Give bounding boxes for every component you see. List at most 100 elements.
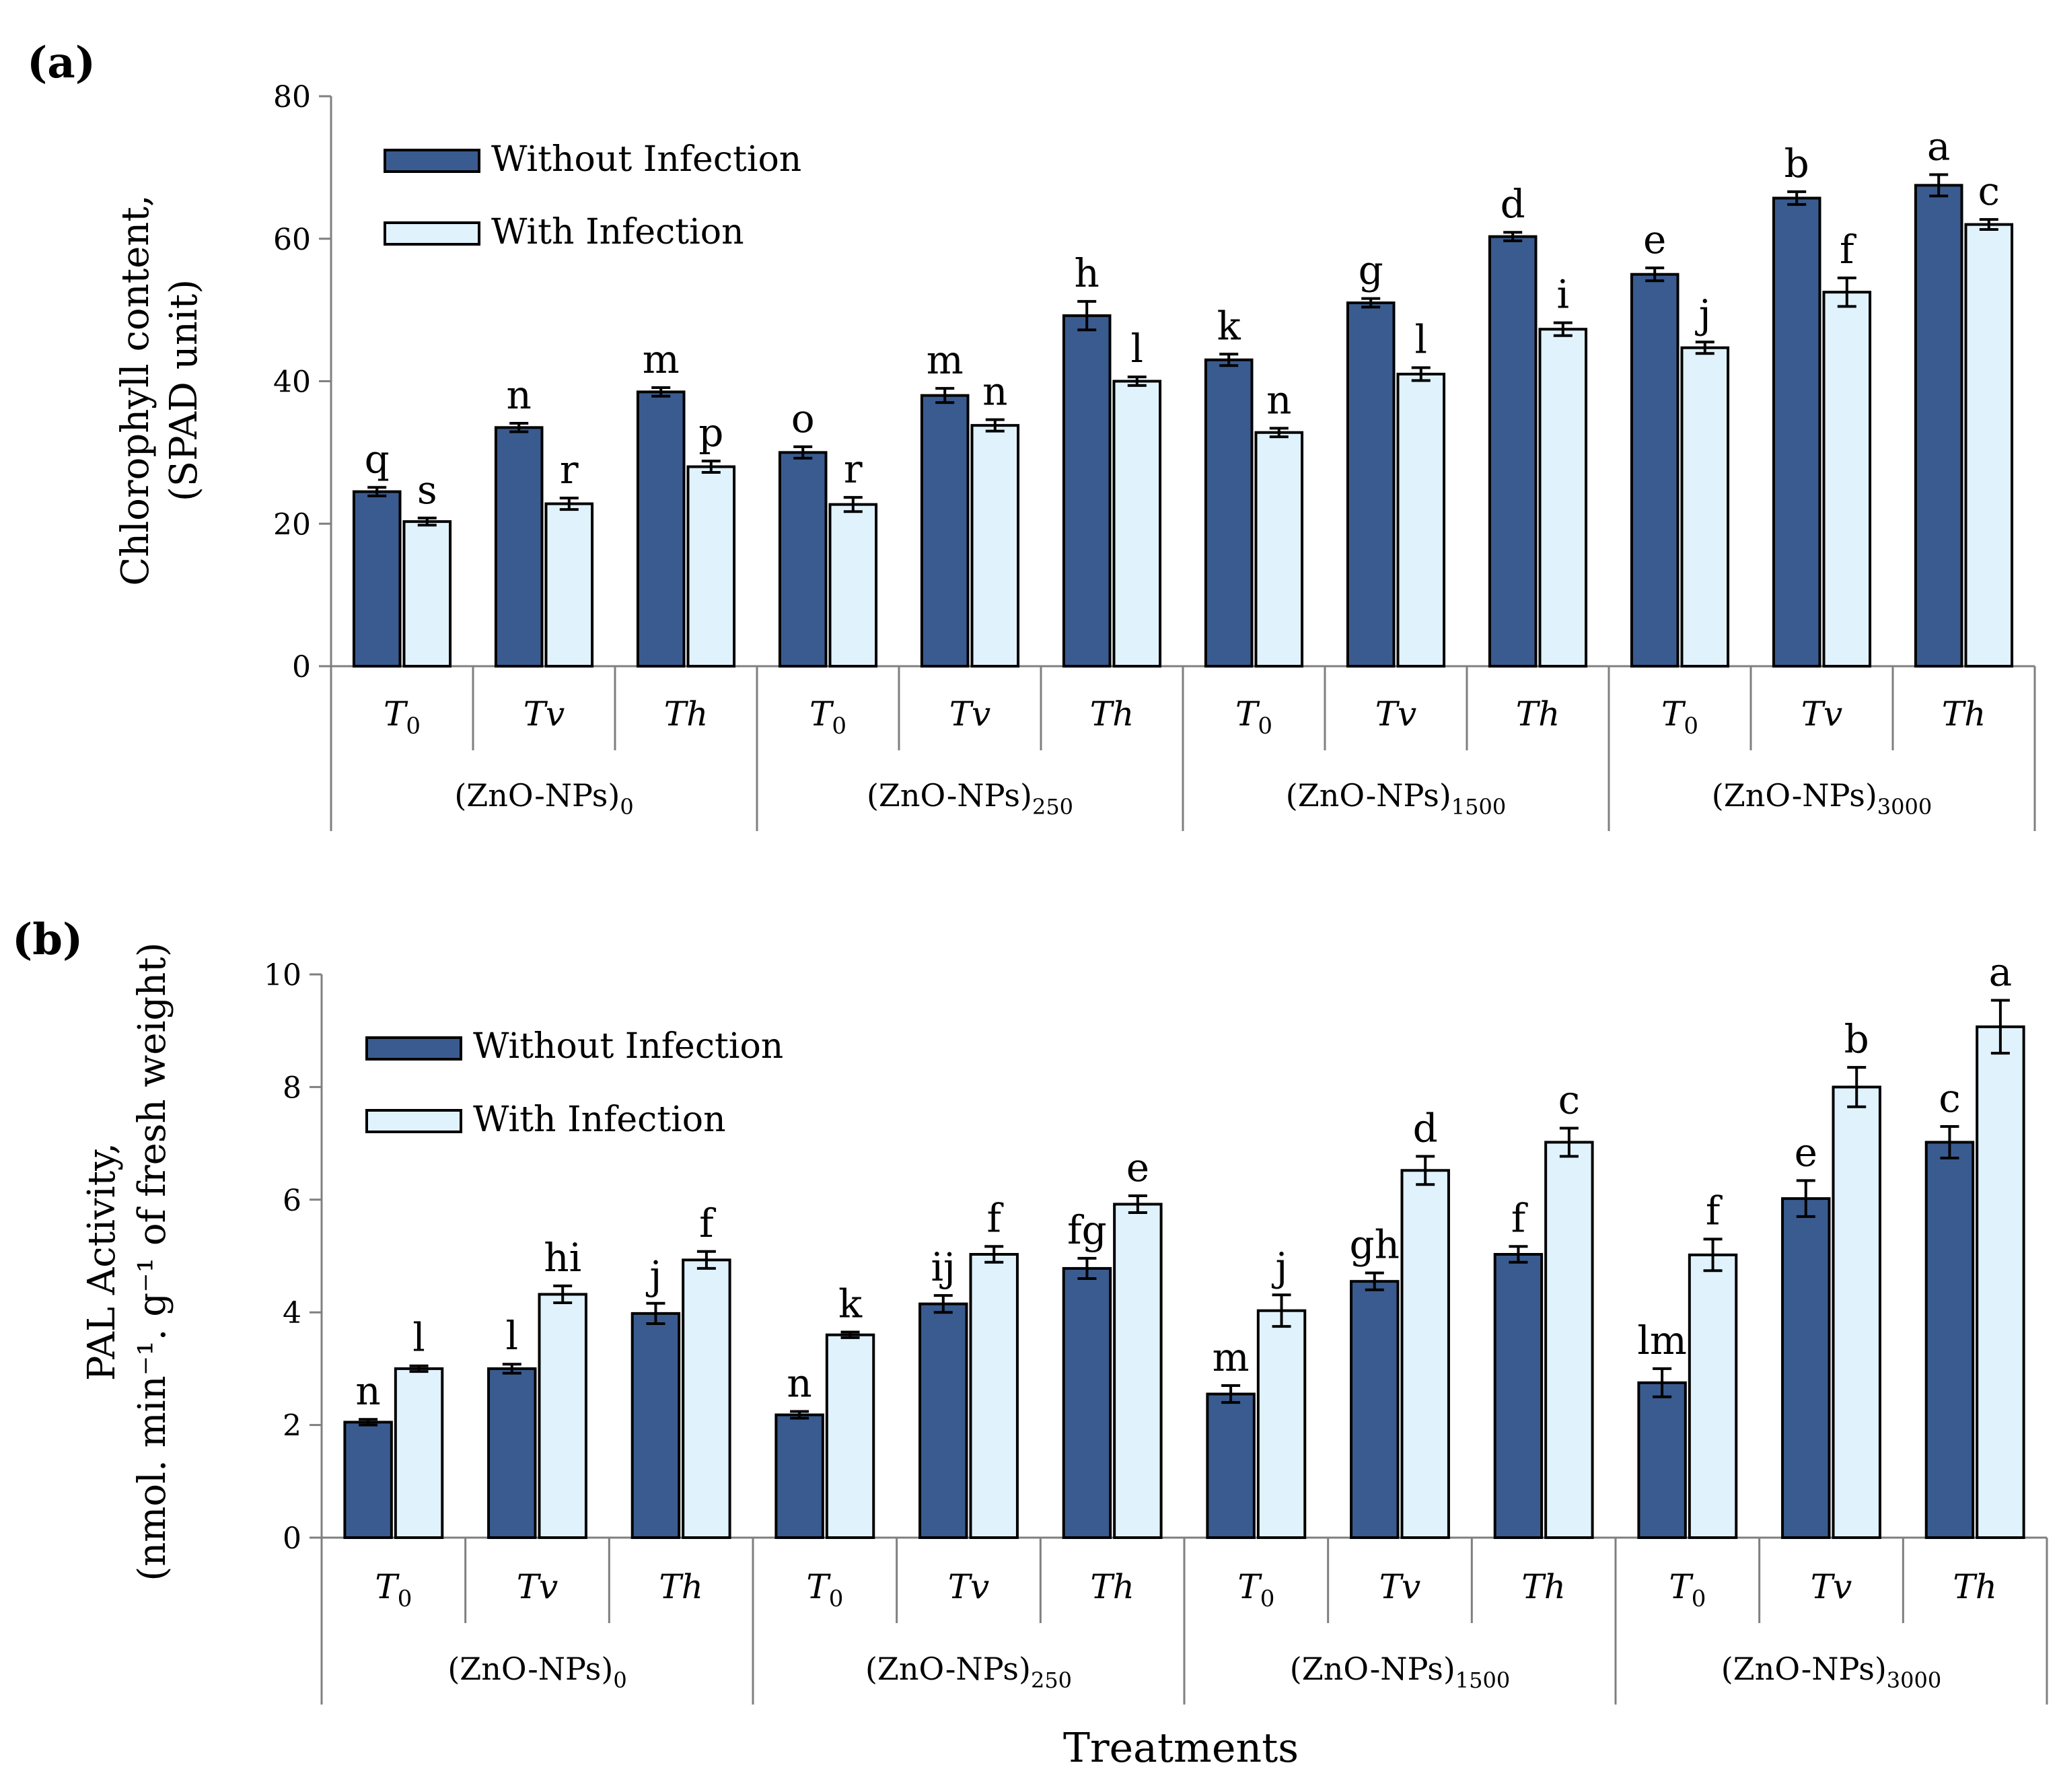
treatment-subscript: 0 xyxy=(406,713,421,740)
treatment-label: T0 xyxy=(1669,1567,1706,1612)
panel-b-ylabel-line1: PAL Activity, xyxy=(80,1143,124,1381)
bar-with-infection xyxy=(970,424,1020,668)
group-subscript: 250 xyxy=(1031,1668,1072,1693)
bar-with-infection xyxy=(1822,291,1872,668)
panel-a-ylabel-line2: (SPAD unit) xyxy=(162,279,206,501)
panel-b-legend: Without Infection With Infection xyxy=(365,1026,783,1140)
significance-letter: hi xyxy=(544,1235,581,1281)
bar-without-infection xyxy=(918,1302,968,1540)
group-subscript: 0 xyxy=(620,794,633,820)
group-subscript: 1500 xyxy=(1455,1668,1510,1693)
group-subscript: 1500 xyxy=(1451,794,1506,820)
bar-without-infection xyxy=(343,1421,393,1540)
y-tick-label: 10 xyxy=(264,958,301,993)
treatment-label: Th xyxy=(1942,694,1986,733)
bar-without-infection xyxy=(1914,184,1963,668)
significance-letter: n xyxy=(1266,377,1291,423)
treatment-label: Th xyxy=(1516,694,1560,733)
significance-letter: j xyxy=(645,1252,661,1298)
bar-with-infection xyxy=(1976,1025,2025,1539)
significance-letter: f xyxy=(1706,1188,1723,1233)
bar-without-infection xyxy=(1488,235,1538,668)
significance-letter: o xyxy=(791,396,815,441)
legend-b-swatch-with xyxy=(365,1109,462,1133)
treatment-label: T0 xyxy=(809,694,846,740)
significance-letter: d xyxy=(1501,181,1525,227)
bar-with-infection xyxy=(1112,380,1162,668)
significance-letter: n xyxy=(787,1361,811,1406)
bar-without-infection xyxy=(487,1367,537,1540)
legend-a-label-with: With Infection xyxy=(491,212,744,252)
bar-with-infection xyxy=(828,503,878,668)
treatment-label: T0 xyxy=(806,1567,843,1612)
bar-with-infection xyxy=(1256,1309,1307,1539)
treatment-subscript: 0 xyxy=(1692,1585,1706,1612)
significance-letter: l xyxy=(1131,326,1144,371)
treatment-label: T0 xyxy=(375,1567,412,1612)
bar-with-infection xyxy=(1400,1169,1450,1539)
treatment-label: T0 xyxy=(384,694,421,740)
treatment-label: Tv xyxy=(1379,1567,1421,1606)
bar-with-infection xyxy=(1688,1253,1738,1540)
y-tick-label: 0 xyxy=(283,1521,301,1556)
significance-letter: j xyxy=(1695,291,1711,336)
treatment-subscript: 0 xyxy=(1684,713,1698,740)
treatment-label: T0 xyxy=(1235,694,1272,740)
panel-b-x-axis: T0 Tv Th T0 Tv Th T0 Tv Th T0 Tv Th (ZnO-NPs)0 (ZnO-N… xyxy=(320,1538,2048,1705)
significance-letter: f xyxy=(986,1195,1003,1241)
group-subscript: 250 xyxy=(1032,794,1073,820)
panel-a-chlorophyll-chart: (a) Chlorophyll content, (SPAD unit) Wit… xyxy=(27,38,2036,831)
group-label: (ZnO-NPs)0 xyxy=(454,777,633,820)
treatment-subscript: 0 xyxy=(832,713,846,740)
group-subscript: 0 xyxy=(613,1668,626,1693)
y-tick-label: 40 xyxy=(273,365,311,400)
group-label: (ZnO-NPs)3000 xyxy=(1712,777,1932,820)
significance-letter: m xyxy=(643,336,680,382)
significance-letter: r xyxy=(560,447,579,493)
bar-with-infection xyxy=(682,1258,731,1539)
group-subscript: 3000 xyxy=(1877,794,1932,820)
group-label: (ZnO-NPs)1500 xyxy=(1286,777,1506,820)
panel-a-ylabel-line1: Chlorophyll content, xyxy=(114,194,157,585)
bar-with-infection xyxy=(1680,346,1730,668)
significance-letter: c xyxy=(1558,1077,1580,1123)
significance-letter: fg xyxy=(1067,1207,1107,1253)
group-label: (ZnO-NPs)250 xyxy=(867,777,1073,820)
significance-letter: s xyxy=(417,467,437,513)
group-label: (ZnO-NPs)250 xyxy=(865,1651,1072,1693)
significance-letter: h xyxy=(1075,250,1099,296)
legend-b-label-with: With Infection xyxy=(473,1100,726,1140)
legend-b-label-without: Without Infection xyxy=(473,1026,783,1067)
bar-without-infection xyxy=(1924,1141,1975,1539)
treatment-subscript: 0 xyxy=(1260,1585,1275,1612)
significance-letter: lm xyxy=(1637,1318,1687,1363)
bar-without-infection xyxy=(1062,1266,1112,1539)
treatment-label: Tv xyxy=(948,1567,990,1606)
y-tick-label: 6 xyxy=(283,1184,301,1218)
panel-b-pal-chart: (b) PAL Activity, (nmol. min⁻¹. g⁻¹ of f… xyxy=(12,915,2048,1705)
bar-without-infection xyxy=(778,451,828,668)
y-tick-label: 60 xyxy=(273,223,311,257)
bar-with-infection xyxy=(1538,328,1588,668)
treatment-label: Tv xyxy=(949,694,991,733)
group-subscript: 3000 xyxy=(1887,1668,1941,1693)
y-tick-label: 20 xyxy=(273,507,311,542)
bar-without-infection xyxy=(1637,1381,1687,1539)
treatment-label: Tv xyxy=(1811,1567,1852,1606)
y-tick-label: 0 xyxy=(292,650,311,684)
bar-with-infection xyxy=(825,1333,875,1540)
treatment-label: Tv xyxy=(1801,694,1843,733)
treatment-label: Th xyxy=(1953,1567,1997,1606)
significance-letter: e xyxy=(1126,1145,1149,1190)
significance-letter: a xyxy=(1927,123,1951,169)
bar-without-infection xyxy=(1630,273,1679,668)
y-tick-label: 4 xyxy=(283,1296,301,1330)
bar-without-infection xyxy=(1062,314,1112,668)
significance-letter: c xyxy=(1978,168,2000,214)
significance-letter: e xyxy=(1795,1129,1817,1175)
bar-without-infection xyxy=(352,490,402,668)
y-tick-label: 8 xyxy=(283,1071,301,1105)
significance-letter: m xyxy=(927,337,964,383)
treatment-label: T0 xyxy=(1237,1567,1274,1612)
